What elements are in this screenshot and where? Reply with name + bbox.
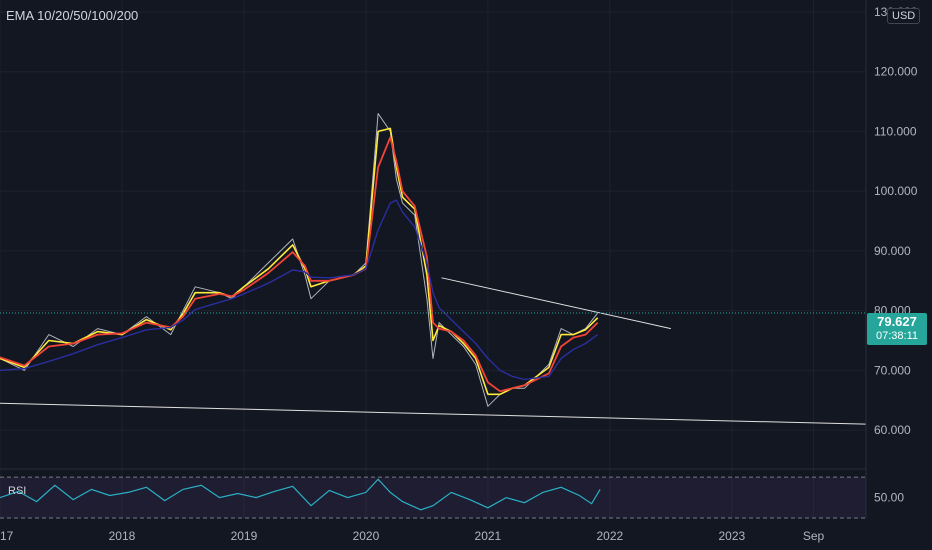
rsi-series	[0, 478, 601, 511]
x-tick-label: 2018	[109, 529, 136, 543]
grid	[0, 0, 866, 518]
rsi-tick-label: 50.00	[874, 491, 904, 505]
y-tick-label: 110.000	[874, 124, 917, 138]
x-axis[interactable]: 2017 2018 2019 2020 2021 2022 2023 Sep	[0, 529, 825, 543]
trendline	[0, 402, 867, 425]
currency-badge[interactable]: USD	[887, 8, 921, 24]
x-tick-label: 2022	[597, 529, 624, 543]
y-tick-label: 70.000	[874, 363, 911, 377]
bar-countdown: 07:38:11	[875, 330, 918, 342]
x-tick-label: 2021	[475, 529, 502, 543]
ema-slow-line	[0, 199, 599, 381]
ema-mid-line	[0, 136, 599, 393]
rsi-label[interactable]: RSI	[8, 485, 27, 497]
trendlines	[0, 277, 867, 425]
x-tick-label: 2020	[353, 529, 380, 543]
x-tick-label: 2017	[0, 529, 14, 543]
y-tick-label: 120.000	[874, 65, 918, 79]
x-tick-label: 2019	[231, 529, 258, 543]
y-tick-label: 100.000	[874, 184, 918, 198]
x-tick-label: Sep	[803, 529, 825, 543]
y-tick-label: 90.000	[874, 244, 911, 258]
legend-title[interactable]: EMA 10/20/50/100/200	[6, 8, 139, 23]
last-price-value: 79.627	[877, 314, 917, 329]
y-tick-label: 60.000	[874, 423, 911, 437]
trendline	[441, 277, 671, 330]
rsi-band	[0, 477, 866, 518]
x-tick-label: 2023	[718, 529, 745, 543]
last-price-badge: 79.627 07:38:11	[867, 313, 927, 345]
series-lines	[0, 113, 599, 407]
rsi-line	[0, 476, 866, 519]
